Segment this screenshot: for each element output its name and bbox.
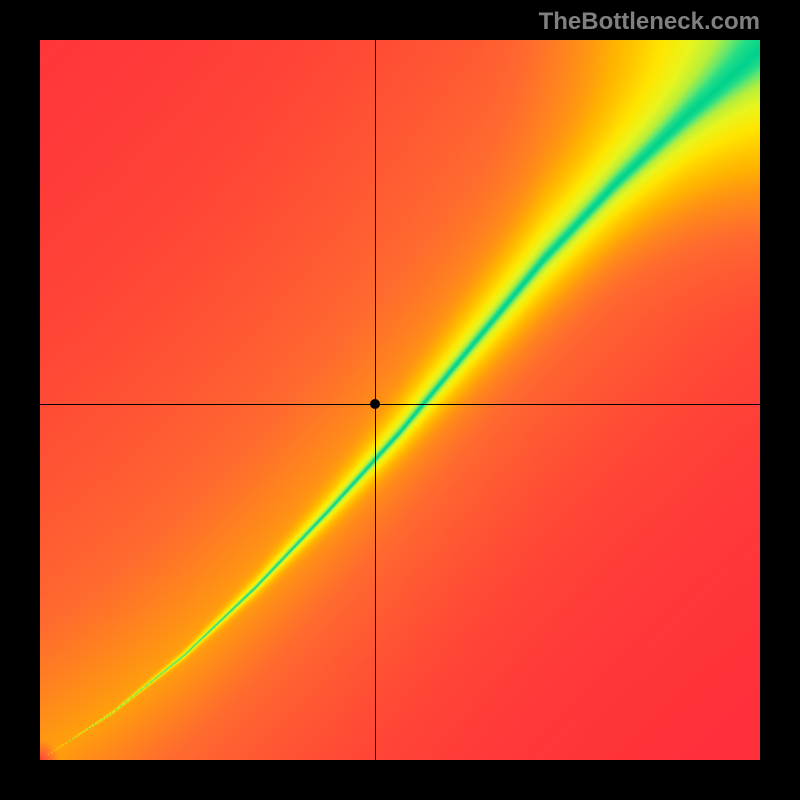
selection-marker [370, 399, 380, 409]
plot-area [40, 40, 760, 760]
heatmap-canvas [40, 40, 760, 760]
watermark-text: TheBottleneck.com [539, 8, 760, 36]
crosshair-horizontal [40, 404, 760, 405]
